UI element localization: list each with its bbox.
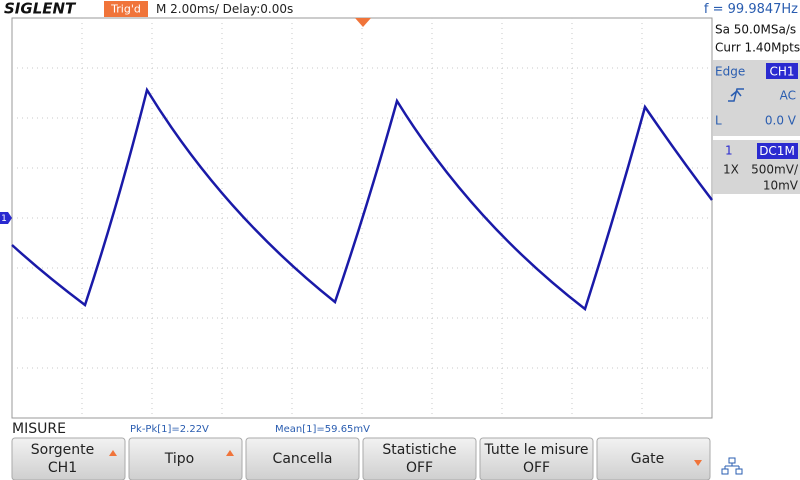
trigger-position bbox=[355, 18, 371, 27]
frequency: f = 99.9847Hz bbox=[704, 2, 798, 17]
network-icon bbox=[721, 457, 743, 475]
softkey-arrow[interactable] bbox=[226, 450, 234, 456]
channel-number: 1 bbox=[725, 144, 733, 158]
trigger-source-badge bbox=[766, 63, 798, 79]
trigger-type: Edge bbox=[715, 65, 745, 79]
softkey-face[interactable] bbox=[128, 437, 243, 480]
softkey-arrow[interactable] bbox=[694, 460, 702, 466]
measure-item: Mean[1]=59.65mV bbox=[275, 424, 370, 435]
softkey-arrow[interactable] bbox=[109, 450, 117, 456]
trigger-level: 0.0 V bbox=[765, 114, 797, 128]
measure-title: MISURE bbox=[12, 421, 66, 437]
softkey-label[interactable]: Gate bbox=[631, 451, 665, 467]
softkey-face[interactable] bbox=[362, 437, 477, 480]
softkey[interactable]: Sorgente CH1 bbox=[11, 437, 126, 480]
softkey[interactable]: Tipo bbox=[128, 437, 243, 480]
measure-item: Pk-Pk[1]=2.22V bbox=[130, 424, 209, 435]
softkey-value[interactable]: CH1 bbox=[48, 460, 77, 476]
softkey[interactable]: Cancella bbox=[245, 437, 360, 480]
trig-badge bbox=[104, 1, 148, 17]
softkey-face[interactable] bbox=[245, 437, 360, 480]
trigger-level-label: L bbox=[715, 114, 722, 128]
trigger-status: Trig'd bbox=[110, 3, 141, 16]
softkey-value[interactable]: OFF bbox=[406, 460, 433, 476]
softkey[interactable]: Statistiche OFF bbox=[362, 437, 477, 480]
probe-ratio: 1X bbox=[723, 163, 739, 177]
volts-per-div: 500mV/ bbox=[751, 163, 799, 177]
softkey-label[interactable]: Statistiche bbox=[382, 442, 456, 458]
channel-offset: 10mV bbox=[763, 179, 799, 193]
softkey[interactable]: Gate bbox=[596, 437, 711, 480]
waveform bbox=[11, 86, 713, 312]
channel-coupling-badge bbox=[757, 143, 798, 159]
sample-rate: Sa 50.0MSa/s bbox=[715, 23, 796, 37]
memory-depth: Curr 1.40Mpts bbox=[715, 41, 800, 55]
softkey[interactable]: Tutte le misure OFF bbox=[479, 437, 594, 480]
softkey-label[interactable]: Tutte le misure bbox=[483, 442, 588, 458]
timebase: M 2.00ms/ Delay:0.00s bbox=[156, 2, 293, 16]
brand: SIGLENT bbox=[4, 0, 77, 18]
trigger-source: CH1 bbox=[769, 65, 794, 79]
softkey-face[interactable] bbox=[596, 437, 711, 480]
softkey-face[interactable] bbox=[11, 437, 126, 480]
softkey-label[interactable]: Sorgente bbox=[31, 442, 94, 458]
channel-coupling: DC1M bbox=[759, 144, 795, 158]
channel-marker bbox=[0, 212, 12, 224]
softkey-face[interactable] bbox=[479, 437, 594, 480]
channel-marker-label: 1 bbox=[1, 214, 7, 224]
softkey-label[interactable]: Tipo bbox=[164, 451, 194, 467]
edge-icon bbox=[728, 88, 744, 102]
softkey-value[interactable]: OFF bbox=[523, 460, 550, 476]
softkey-label[interactable]: Cancella bbox=[273, 451, 333, 467]
trigger-coupling: AC bbox=[780, 89, 796, 103]
